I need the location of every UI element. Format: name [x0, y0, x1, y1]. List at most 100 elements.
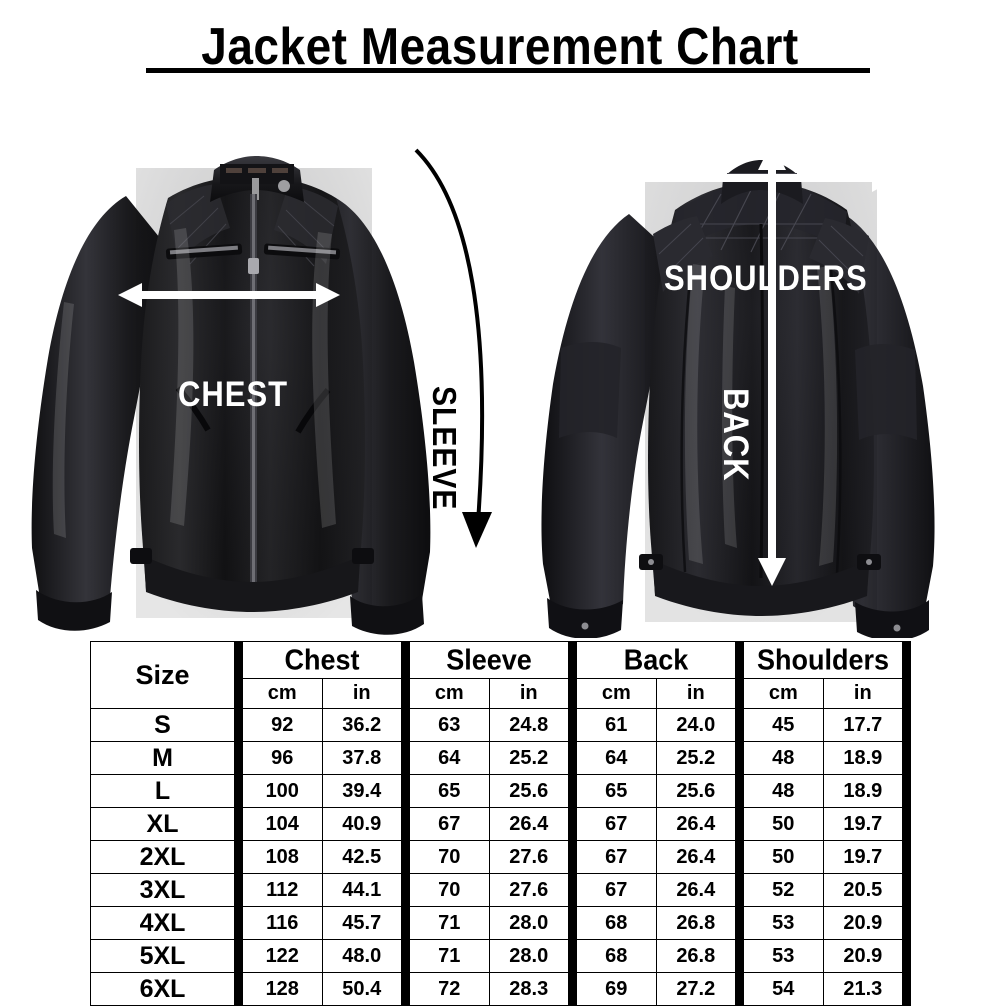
- unit-header-chest-cm: cm: [234, 678, 323, 709]
- cell-back-cm-l: 65: [568, 774, 657, 808]
- cell-shoulders-cm-xl: 50: [735, 807, 824, 841]
- cell-chest-cm-6xl: 128: [234, 972, 323, 1006]
- cell-chest-cm-2xl: 108: [234, 840, 323, 874]
- cell-chest-cm-4xl: 116: [234, 906, 323, 940]
- table-group-header-row: Size Chest Sleeve Back Shoulders: [90, 640, 912, 709]
- table-row: S 92 36.2 63 24.8 61 24.0 45 17.7: [90, 708, 912, 742]
- cell-sleeve-in-3xl: 27.6: [488, 873, 574, 907]
- table-body: S 92 36.2 63 24.8 61 24.0 45 17.7 M 96 37.8 64 25.2 64…: [90, 708, 912, 1006]
- cell-chest-in-3xl: 44.1: [321, 873, 407, 907]
- table-row: 6XL 128 50.4 72 28.3 69 27.2 54 21.3: [90, 972, 912, 1006]
- cell-sleeve-cm-m: 64: [401, 741, 490, 775]
- cell-chest-cm-5xl: 122: [234, 939, 323, 973]
- shoulders-arrow: [612, 164, 898, 192]
- cell-shoulders-in-4xl: 20.9: [822, 906, 912, 940]
- sleeve-measurement-label: SLEEVE: [425, 386, 462, 511]
- unit-header-shoulders-in: in: [822, 678, 912, 709]
- shoulders-measurement-label: SHOULDERS: [664, 258, 868, 299]
- cell-size-l: L: [90, 774, 239, 808]
- cell-sleeve-in-2xl: 27.6: [488, 840, 574, 874]
- cell-back-cm-4xl: 68: [568, 906, 657, 940]
- cell-shoulders-cm-l: 48: [735, 774, 824, 808]
- title-block: Jacket Measurement Chart: [0, 18, 1000, 74]
- cell-chest-cm-3xl: 112: [234, 873, 323, 907]
- cell-sleeve-cm-2xl: 70: [401, 840, 490, 874]
- cell-chest-in-m: 37.8: [321, 741, 407, 775]
- sleeve-arrow-head: [462, 512, 492, 548]
- column-group-sleeve: Sleeve: [401, 640, 574, 680]
- cell-back-in-m: 25.2: [655, 741, 741, 775]
- column-group-chest: Chest: [233, 640, 407, 680]
- cell-shoulders-in-xl: 19.7: [822, 807, 912, 841]
- table-unit-header-row: cm in cm in cm in cm in: [91, 678, 912, 709]
- cell-size-xl: XL: [90, 807, 239, 841]
- cell-chest-in-4xl: 45.7: [321, 906, 407, 940]
- cell-back-cm-3xl: 67: [568, 873, 657, 907]
- cell-back-cm-6xl: 69: [568, 972, 657, 1006]
- cell-sleeve-cm-s: 63: [401, 708, 490, 742]
- cell-chest-in-5xl: 48.0: [321, 939, 407, 973]
- title-underline-rule: [146, 68, 870, 73]
- cell-size-2xl: 2XL: [90, 840, 239, 874]
- cell-shoulders-cm-2xl: 50: [735, 840, 824, 874]
- size-measurement-table: Size Chest Sleeve Back Shoulders cm in c…: [90, 640, 912, 1006]
- cell-chest-cm-l: 100: [234, 774, 323, 808]
- cell-sleeve-cm-xl: 67: [401, 807, 490, 841]
- table-row: M 96 37.8 64 25.2 64 25.2 48 18.9: [90, 741, 912, 775]
- cell-sleeve-in-6xl: 28.3: [488, 972, 574, 1006]
- cell-size-6xl: 6XL: [90, 972, 239, 1006]
- chest-measurement-label: CHEST: [178, 374, 289, 415]
- cell-shoulders-cm-3xl: 52: [735, 873, 824, 907]
- column-header-size: Size: [90, 641, 239, 709]
- cell-shoulders-in-5xl: 20.9: [822, 939, 912, 973]
- cell-size-s: S: [90, 708, 239, 742]
- cell-size-m: M: [90, 741, 239, 775]
- unit-header-chest-in: in: [321, 678, 407, 709]
- cell-chest-in-s: 36.2: [321, 708, 407, 742]
- cell-back-in-s: 24.0: [655, 708, 741, 742]
- cell-shoulders-in-m: 18.9: [822, 741, 912, 775]
- cell-shoulders-in-2xl: 19.7: [822, 840, 912, 874]
- jacket-diagram-stage: CHEST SLEEVE SHOULDERS BACK: [0, 78, 1000, 638]
- table-row: 2XL 108 42.5 70 27.6 67 26.4 50 19.7: [90, 840, 912, 874]
- cell-sleeve-cm-3xl: 70: [401, 873, 490, 907]
- cell-back-in-xl: 26.4: [655, 807, 741, 841]
- cell-back-in-4xl: 26.8: [655, 906, 741, 940]
- cell-shoulders-in-s: 17.7: [822, 708, 912, 742]
- unit-header-back-in: in: [655, 678, 741, 709]
- column-group-shoulders: Shoulders: [735, 640, 912, 680]
- cell-back-cm-s: 61: [568, 708, 657, 742]
- back-arrow: [758, 142, 786, 586]
- cell-back-in-2xl: 26.4: [655, 840, 741, 874]
- unit-header-sleeve-in: in: [488, 678, 574, 709]
- page-title: Jacket Measurement Chart: [201, 16, 799, 76]
- measurement-arrow-overlay: [118, 142, 898, 586]
- chest-arrow: [118, 283, 340, 307]
- cell-shoulders-cm-m: 48: [735, 741, 824, 775]
- cell-shoulders-in-6xl: 21.3: [822, 972, 912, 1006]
- cell-back-in-3xl: 26.4: [655, 873, 741, 907]
- back-measurement-label: BACK: [715, 388, 756, 482]
- table-row: XL 104 40.9 67 26.4 67 26.4 50 19.7: [90, 807, 912, 841]
- table-head: Size Chest Sleeve Back Shoulders cm in c…: [90, 640, 912, 709]
- jacket-front-illustration: [31, 156, 431, 635]
- column-group-back: Back: [568, 640, 741, 680]
- cell-back-cm-5xl: 68: [568, 939, 657, 973]
- cell-chest-cm-xl: 104: [234, 807, 323, 841]
- cell-back-in-6xl: 27.2: [655, 972, 741, 1006]
- cell-sleeve-in-xl: 26.4: [488, 807, 574, 841]
- jacket-front-image: [18, 78, 488, 638]
- cell-sleeve-cm-l: 65: [401, 774, 490, 808]
- unit-header-back-cm: cm: [568, 678, 657, 709]
- jacket-back-image: [525, 78, 995, 638]
- cell-chest-in-xl: 40.9: [321, 807, 407, 841]
- cell-size-4xl: 4XL: [90, 906, 239, 940]
- cell-shoulders-in-3xl: 20.5: [822, 873, 912, 907]
- cell-back-in-5xl: 26.8: [655, 939, 741, 973]
- cell-shoulders-in-l: 18.9: [822, 774, 912, 808]
- cell-back-cm-xl: 67: [568, 807, 657, 841]
- unit-header-shoulders-cm: cm: [735, 678, 824, 709]
- cell-chest-cm-m: 96: [234, 741, 323, 775]
- cell-sleeve-in-l: 25.6: [488, 774, 574, 808]
- unit-header-sleeve-cm: cm: [401, 678, 490, 709]
